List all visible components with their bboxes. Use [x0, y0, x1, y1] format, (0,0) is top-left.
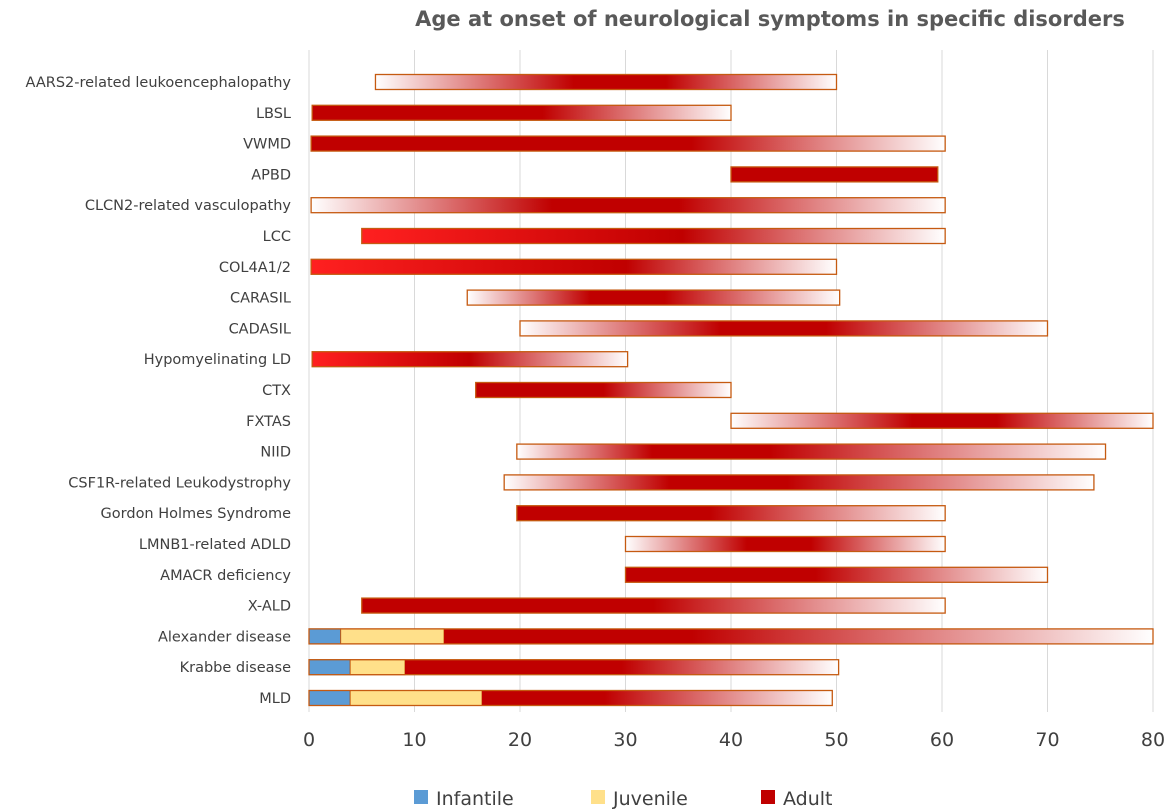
- bar-mld-juvenile: [349, 690, 483, 706]
- category-label-clcn2-related-vasculopathy: CLCN2-related vasculopathy: [85, 198, 292, 214]
- x-tick-label-50: 50: [824, 729, 848, 751]
- bar-aars2-related-leukoencephalopathy-adult: [375, 74, 837, 90]
- category-label-aars2-related-leukoencephalopathy: AARS2-related leukoencephalopathy: [26, 75, 292, 91]
- bar-x-ald-adult: [361, 598, 946, 614]
- chart-title: Age at onset of neurological symptoms in…: [415, 7, 1125, 31]
- bar-niid-adult: [516, 444, 1106, 460]
- bar-amacr-deficiency-adult: [625, 567, 1048, 583]
- legend: Infantile Juvenile Adult: [414, 788, 833, 810]
- bar-lcc-adult: [361, 228, 946, 244]
- category-label-gordon-holmes-syndrome: Gordon Holmes Syndrome: [101, 506, 292, 522]
- grid-layer: [308, 50, 1154, 712]
- legend-swatch-adult: [761, 790, 775, 804]
- bar-apbd-adult: [731, 166, 938, 182]
- legend-label-infantile: Infantile: [436, 788, 514, 810]
- category-label-niid: NIID: [260, 445, 291, 461]
- category-label-apbd: APBD: [251, 167, 291, 183]
- category-label-alexander-disease: Alexander disease: [158, 629, 291, 645]
- bar-csf1r-related-leukodystrophy-adult: [504, 474, 1094, 490]
- bar-outline-lmnb1-related-adld: [624, 535, 946, 553]
- category-label-x-ald: X-ALD: [248, 599, 291, 615]
- bar-outline-csf1r-related-leukodystrophy: [503, 474, 1095, 491]
- bar-outline-alexander-disease: [308, 628, 1154, 645]
- bar-outline-amacr-deficiency: [624, 566, 1049, 583]
- bar-alexander-disease-juvenile: [340, 628, 445, 645]
- bar-outline-col4a1-2: [310, 258, 838, 275]
- bar-outline-lcc: [361, 227, 946, 245]
- x-tick-label-60: 60: [930, 729, 954, 751]
- bar-outline-clcn2-related-vasculopathy: [310, 197, 946, 214]
- bar-outline-cadasil: [519, 320, 1049, 337]
- x-tick-label-30: 30: [613, 729, 637, 751]
- bar-fxtas-adult: [731, 413, 1153, 429]
- bar-outline-krabbe-disease: [308, 659, 840, 676]
- category-label-mld: MLD: [259, 691, 291, 707]
- bar-outline-mld: [308, 689, 833, 707]
- bar-outline-niid: [516, 443, 1107, 460]
- category-label-carasil: CARASIL: [230, 291, 291, 307]
- bar-outline-vwmd: [310, 135, 946, 152]
- bar-krabbe-disease-infantile: [308, 659, 351, 676]
- category-label-csf1r-related-leukodystrophy: CSF1R-related Leukodystrophy: [68, 475, 291, 491]
- bar-cadasil-adult: [520, 320, 1048, 336]
- bar-col4a1-2-adult: [311, 259, 837, 275]
- category-label-lcc: LCC: [263, 229, 291, 245]
- bar-krabbe-disease-adult: [405, 659, 839, 675]
- bar-hypomyelinating-ld-adult: [312, 351, 628, 367]
- category-label-amacr-deficiency: AMACR deficiency: [160, 568, 291, 584]
- bars: [308, 73, 1154, 707]
- bar-outline-ctx: [475, 381, 732, 399]
- x-tick-label-40: 40: [719, 729, 743, 751]
- x-axis-ticks: 0 10 20 30 40 50 60 70 80: [303, 729, 1165, 751]
- category-label-fxtas: FXTAS: [246, 414, 291, 430]
- bar-outline-carasil: [466, 289, 841, 306]
- bar-alexander-disease-infantile: [308, 628, 342, 645]
- x-tick-label-80: 80: [1141, 729, 1165, 751]
- x-tick-label-10: 10: [402, 729, 426, 751]
- category-label-lbsl: LBSL: [256, 106, 291, 122]
- x-tick-label-70: 70: [1035, 729, 1059, 751]
- legend-label-adult: Adult: [783, 788, 833, 810]
- bar-alexander-disease-adult: [444, 628, 1153, 644]
- category-labels: AARS2-related leukoencephalopathy LBSL VWM…: [26, 75, 292, 707]
- bar-gordon-holmes-syndrome-adult: [516, 505, 946, 521]
- legend-label-juvenile: Juvenile: [612, 788, 688, 810]
- bar-lbsl-adult: [312, 105, 731, 121]
- category-label-krabbe-disease: Krabbe disease: [180, 660, 291, 676]
- legend-swatch-juvenile: [591, 790, 605, 804]
- category-label-col4a1-2: COL4A1/2: [219, 260, 291, 276]
- legend-swatch-infantile: [414, 790, 428, 804]
- bar-outline-apbd: [730, 166, 939, 183]
- bar-krabbe-disease-juvenile: [349, 659, 406, 676]
- bar-outline-fxtas: [730, 412, 1154, 429]
- category-label-vwmd: VWMD: [243, 137, 291, 153]
- category-label-lmnb1-related-adld: LMNB1-related ADLD: [139, 537, 291, 553]
- bar-outline-hypomyelinating-ld: [311, 351, 629, 368]
- bar-mld-infantile: [308, 690, 351, 706]
- bar-outline-x-ald: [361, 597, 946, 614]
- category-label-ctx: CTX: [262, 383, 291, 399]
- category-label-cadasil: CADASIL: [229, 321, 291, 337]
- bar-carasil-adult: [467, 290, 840, 306]
- bar-outline-lbsl: [311, 104, 732, 121]
- bar-outline-aars2-related-leukoencephalopathy: [374, 73, 838, 91]
- bar-outline-gordon-holmes-syndrome: [516, 505, 946, 522]
- bar-lmnb1-related-adld-adult: [625, 536, 946, 552]
- x-tick-label-20: 20: [508, 729, 532, 751]
- bar-ctx-adult: [475, 382, 731, 398]
- category-label-hypomyelinating-ld: Hypomyelinating LD: [144, 352, 291, 368]
- x-tick-label-0: 0: [303, 729, 315, 751]
- bar-vwmd-adult: [311, 136, 946, 152]
- bar-clcn2-related-vasculopathy-adult: [311, 197, 946, 213]
- bar-mld-adult: [482, 690, 833, 706]
